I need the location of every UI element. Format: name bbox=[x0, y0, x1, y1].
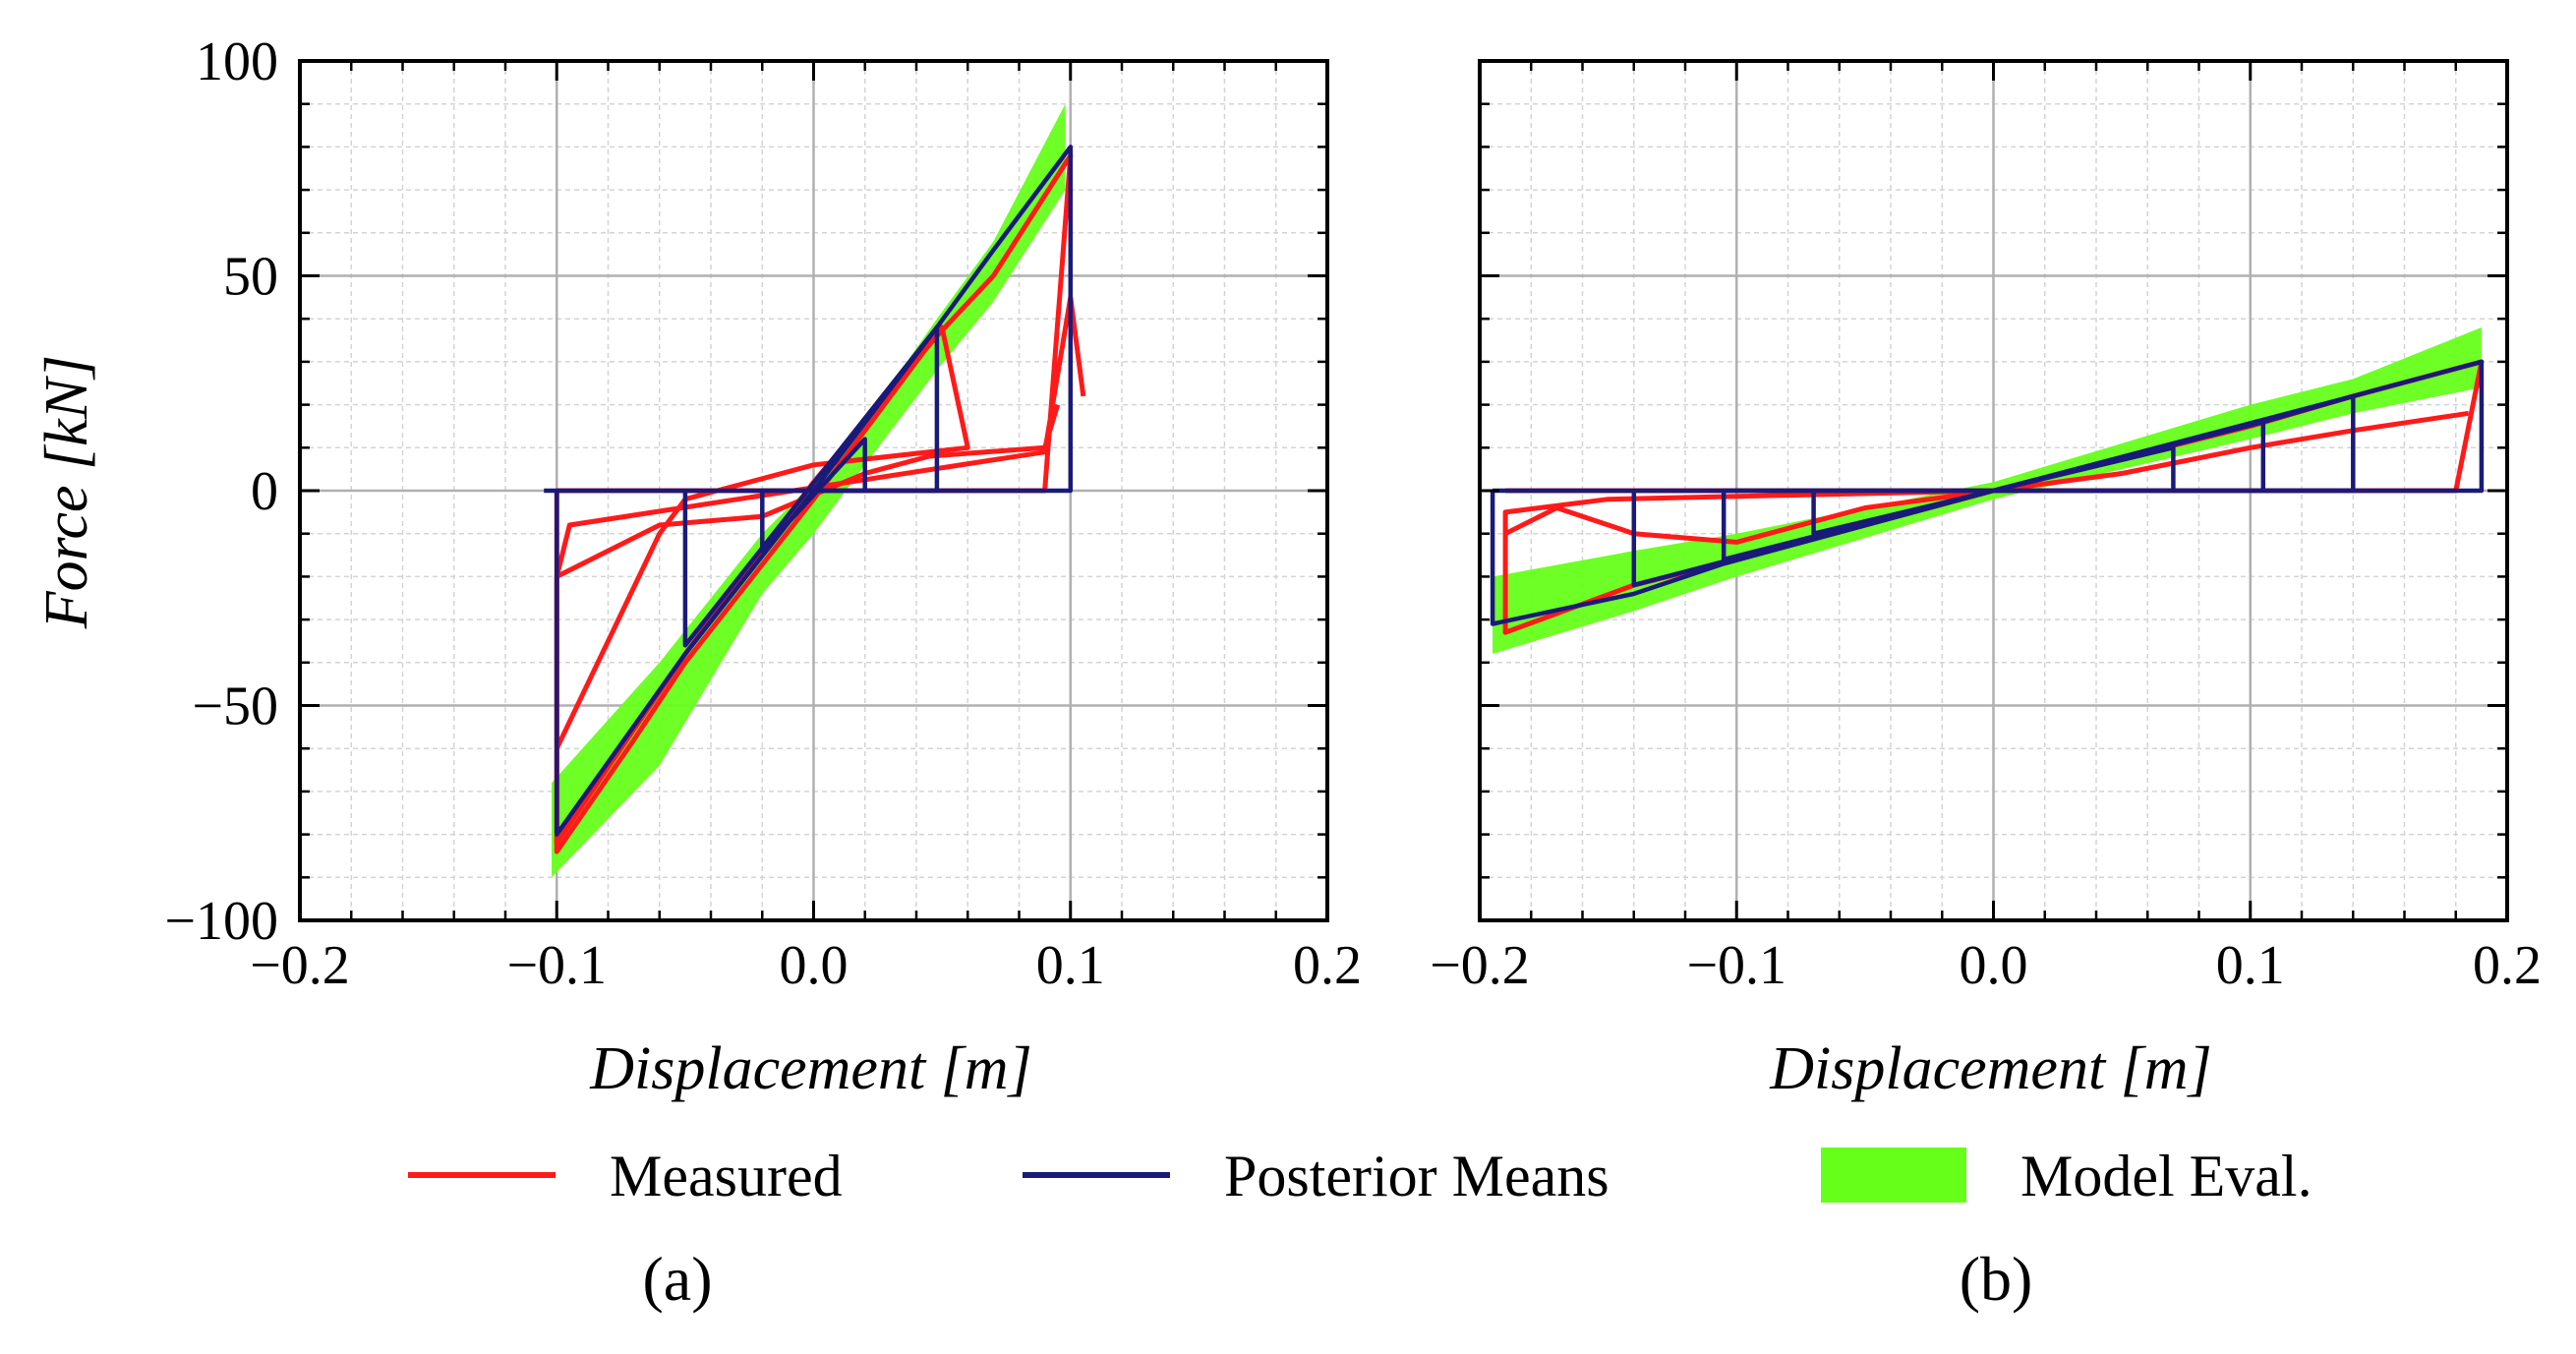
panel-a-ticks: −0.2 −0.1 0.0 0.1 0.2 100 50 0 −50 −100 bbox=[164, 31, 1362, 996]
panel-a-ytick-label: −50 bbox=[192, 677, 278, 737]
panel-a-xtick-label: −0.2 bbox=[250, 935, 350, 996]
panel-a-ylabel: Force [kN] bbox=[33, 355, 100, 629]
panel-b-xtick-label: 0.0 bbox=[1960, 935, 2028, 996]
panel-a-label: (a) bbox=[642, 1244, 712, 1314]
panel-a-xtick-label: 0.1 bbox=[1036, 935, 1105, 996]
legend: Measured Posterior Means Model Eval. bbox=[408, 1144, 2313, 1208]
panel-a-posterior-line-1 bbox=[682, 324, 940, 648]
panel-b-label: (b) bbox=[1960, 1244, 2033, 1314]
legend-model-eval-swatch bbox=[1821, 1148, 1966, 1203]
panel-a-xtick-label: −0.1 bbox=[506, 935, 607, 996]
panel-a-xtick-label: 0.0 bbox=[780, 935, 849, 996]
panel-b-plot bbox=[1490, 326, 2485, 655]
panel-b-ticks: −0.2 −0.1 0.0 0.1 0.2 bbox=[1430, 59, 2542, 996]
panel-a-ytick-label: 0 bbox=[251, 461, 278, 522]
panel-b: −0.2 −0.1 0.0 0.1 0.2 Displacement [m] (b) bbox=[1430, 59, 2542, 1314]
panel-b-xtick-label: 0.1 bbox=[2216, 935, 2285, 996]
panel-a-ytick-label: −100 bbox=[164, 891, 278, 952]
panel-a-plot bbox=[544, 103, 1086, 878]
panel-b-xtick-label: −0.1 bbox=[1686, 935, 1786, 996]
panel-a-xlabel: Displacement [m] bbox=[589, 1035, 1031, 1102]
panel-b-xlabel: Displacement [m] bbox=[1769, 1035, 2211, 1102]
panel-b-measured-line-1 bbox=[1503, 410, 2470, 545]
panel-b-posterior-line-1 bbox=[1631, 393, 2356, 588]
panel-b-xtick-label: −0.2 bbox=[1430, 935, 1530, 996]
legend-model-eval-label: Model Eval. bbox=[2020, 1144, 2313, 1208]
panel-a-ytick-label: 50 bbox=[223, 247, 278, 308]
panel-a: −0.2 −0.1 0.0 0.1 0.2 100 50 0 −50 −100 Displacem… bbox=[33, 31, 1362, 1314]
legend-measured-label: Measured bbox=[610, 1144, 843, 1208]
legend-posterior-label: Posterior Means bbox=[1224, 1144, 1610, 1208]
panel-b-xtick-label: 0.2 bbox=[2473, 935, 2542, 996]
panel-a-measured-line-1 bbox=[554, 324, 970, 854]
panel-a-ytick-label: 100 bbox=[196, 31, 278, 92]
panel-a-xtick-label: 0.2 bbox=[1293, 935, 1362, 996]
